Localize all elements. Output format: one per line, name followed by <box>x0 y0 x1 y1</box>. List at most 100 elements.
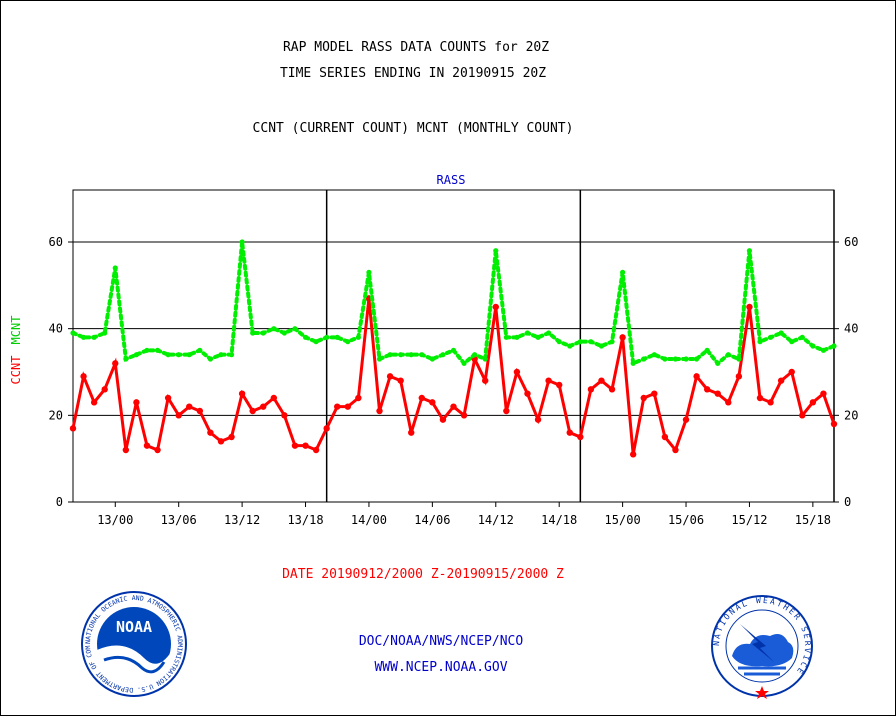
data-point-mcnt <box>80 334 87 340</box>
data-point-ccnt <box>608 386 616 393</box>
data-point-mcnt <box>398 352 404 358</box>
data-point-ccnt <box>714 390 721 397</box>
data-point-mcnt <box>767 334 774 340</box>
data-point-mcnt <box>355 334 361 340</box>
data-point-ccnt <box>164 394 172 402</box>
data-point-mcnt <box>260 330 266 336</box>
ytick-label-right-0: 0 <box>844 495 851 509</box>
data-point-mcnt <box>292 326 298 332</box>
data-point-ccnt <box>217 438 225 445</box>
data-point-mcnt <box>366 269 372 275</box>
data-point-ccnt <box>323 425 330 432</box>
panel-label: RASS <box>437 173 466 187</box>
data-point-ccnt <box>482 377 489 384</box>
data-point-ccnt <box>80 373 87 380</box>
data-point-mcnt <box>281 330 287 336</box>
data-point-ccnt <box>228 433 235 441</box>
axis-layer: 0 0 20 20 40 40 60 60 13/00 13/06 13/12 13/18 14/00 1… <box>49 189 858 527</box>
xtick-label: 13/18 <box>287 513 323 527</box>
data-point-mcnt <box>144 347 150 353</box>
data-point-mcnt <box>683 356 689 362</box>
data-point-ccnt <box>693 373 700 380</box>
xtick-label: 14/06 <box>414 513 450 527</box>
footer-org[interactable]: DOC/NOAA/NWS/NCEP/NCO <box>359 634 524 649</box>
data-point-mcnt <box>715 360 721 366</box>
data-point-mcnt <box>334 334 340 340</box>
noaa-logo-text: NOAA <box>116 618 152 636</box>
data-point-ccnt <box>640 394 647 402</box>
data-point-ccnt <box>450 403 457 410</box>
data-point-mcnt <box>429 356 435 362</box>
data-point-ccnt <box>545 377 552 384</box>
data-point-mcnt <box>704 347 710 353</box>
data-point-ccnt <box>777 377 785 384</box>
ytick-label-right-20: 20 <box>844 408 858 422</box>
data-point-mcnt <box>820 347 827 353</box>
data-point-mcnt <box>472 352 478 358</box>
data-point-ccnt <box>513 368 521 376</box>
data-point-mcnt <box>313 339 319 345</box>
chart-subtitle: CCNT (CURRENT COUNT) MCNT (MONTHLY COUNT… <box>253 121 574 136</box>
data-point-ccnt <box>524 390 531 397</box>
data-point-mcnt <box>112 265 118 271</box>
data-point-mcnt <box>91 334 97 340</box>
data-point-mcnt <box>408 352 414 358</box>
data-point-mcnt <box>577 339 583 345</box>
data-point-ccnt <box>291 442 299 449</box>
data-point-mcnt <box>514 334 520 340</box>
data-point-ccnt <box>249 407 256 415</box>
xtick-label: 15/00 <box>605 513 641 527</box>
data-point-ccnt <box>746 303 753 311</box>
xtick-label: 14/12 <box>478 513 514 527</box>
data-point-mcnt <box>546 330 552 336</box>
data-point-mcnt <box>218 352 224 358</box>
star-icon <box>755 686 769 699</box>
data-point-ccnt <box>429 399 436 406</box>
data-point-ccnt <box>260 403 267 410</box>
data-point-ccnt <box>682 416 690 423</box>
data-point-mcnt <box>197 347 203 353</box>
data-point-mcnt <box>672 356 679 362</box>
data-point-mcnt <box>789 339 795 345</box>
data-point-mcnt <box>440 352 446 358</box>
data-point-mcnt <box>598 343 605 349</box>
data-point-ccnt <box>725 399 732 406</box>
data-point-mcnt <box>588 339 594 345</box>
footer-url[interactable]: WWW.NCEP.NOAA.GOV <box>374 660 507 675</box>
data-point-ccnt <box>122 446 130 454</box>
data-point-ccnt <box>809 399 817 406</box>
data-point-ccnt <box>101 386 108 393</box>
data-point-ccnt <box>661 433 669 441</box>
data-point-mcnt <box>376 356 383 362</box>
data-point-ccnt <box>175 412 182 419</box>
ytick-label-left-0: 0 <box>56 495 63 509</box>
data-point-mcnt <box>693 356 700 362</box>
data-point-ccnt <box>376 407 383 415</box>
data-point-mcnt <box>482 356 488 362</box>
ytick-label-left-20: 20 <box>49 408 63 422</box>
data-point-mcnt <box>70 330 76 336</box>
data-point-ccnt <box>767 399 774 406</box>
data-point-ccnt <box>820 390 827 397</box>
data-point-mcnt <box>186 352 192 358</box>
ylabel-ccnt: CCNT <box>9 356 23 385</box>
data-point-mcnt <box>387 352 393 358</box>
data-point-mcnt <box>239 239 245 245</box>
data-point-mcnt <box>567 343 573 349</box>
data-point-ccnt <box>186 403 193 410</box>
data-point-ccnt <box>133 399 140 406</box>
nws-logo: NATIONAL WEATHER SERVICE <box>711 595 813 699</box>
data-point-ccnt <box>355 394 362 402</box>
data-point-ccnt <box>598 377 605 384</box>
data-point-ccnt <box>651 390 658 397</box>
data-point-ccnt <box>788 368 795 376</box>
data-point-mcnt <box>662 356 668 362</box>
data-point-mcnt <box>102 330 108 336</box>
data-point-mcnt <box>810 343 816 349</box>
data-point-mcnt <box>250 330 256 336</box>
chart-title-line1: RAP MODEL RASS DATA COUNTS for 20Z <box>283 40 549 55</box>
data-point-ccnt <box>830 420 838 428</box>
data-point-mcnt <box>503 334 509 340</box>
ytick-label-left-40: 40 <box>49 322 63 336</box>
